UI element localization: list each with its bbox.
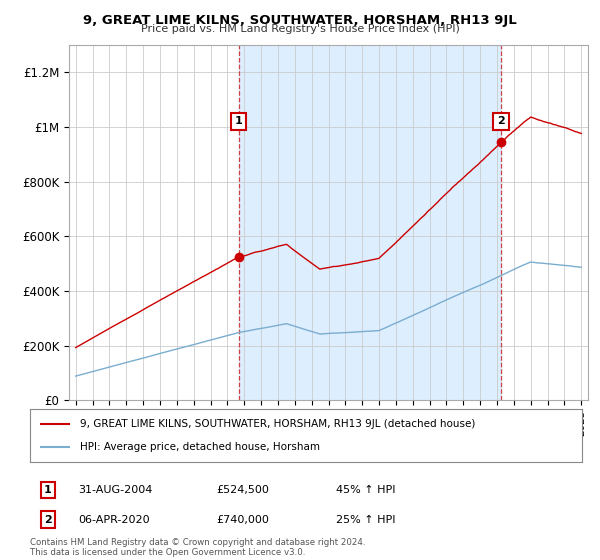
Text: £524,500: £524,500	[216, 485, 269, 495]
Text: 45% ↑ HPI: 45% ↑ HPI	[336, 485, 395, 495]
Text: HPI: Average price, detached house, Horsham: HPI: Average price, detached house, Hors…	[80, 442, 320, 452]
Text: 06-APR-2020: 06-APR-2020	[78, 515, 149, 525]
Text: £740,000: £740,000	[216, 515, 269, 525]
Text: Price paid vs. HM Land Registry's House Price Index (HPI): Price paid vs. HM Land Registry's House …	[140, 24, 460, 34]
Text: 2: 2	[497, 116, 505, 127]
Text: 2: 2	[44, 515, 52, 525]
Text: 31-AUG-2004: 31-AUG-2004	[78, 485, 152, 495]
Text: 1: 1	[235, 116, 242, 127]
Text: 9, GREAT LIME KILNS, SOUTHWATER, HORSHAM, RH13 9JL: 9, GREAT LIME KILNS, SOUTHWATER, HORSHAM…	[83, 14, 517, 27]
Text: 9, GREAT LIME KILNS, SOUTHWATER, HORSHAM, RH13 9JL (detached house): 9, GREAT LIME KILNS, SOUTHWATER, HORSHAM…	[80, 419, 475, 429]
Text: Contains HM Land Registry data © Crown copyright and database right 2024.
This d: Contains HM Land Registry data © Crown c…	[30, 538, 365, 557]
Bar	[239, 45, 501, 400]
Text: 1: 1	[44, 485, 52, 495]
Text: 25% ↑ HPI: 25% ↑ HPI	[336, 515, 395, 525]
